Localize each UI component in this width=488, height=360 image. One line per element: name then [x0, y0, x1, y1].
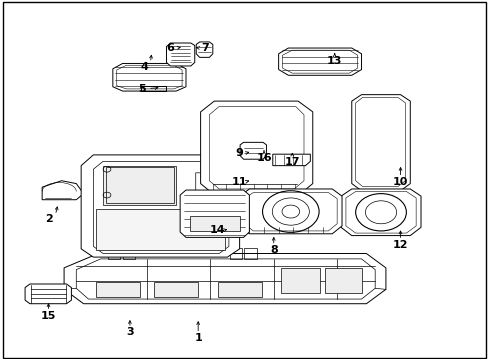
Text: 9: 9 [235, 148, 243, 158]
Text: 6: 6 [166, 43, 174, 53]
Text: 4: 4 [141, 62, 148, 72]
Polygon shape [96, 209, 224, 250]
Polygon shape [42, 181, 83, 200]
Polygon shape [351, 95, 409, 191]
Polygon shape [96, 282, 140, 297]
Text: 2: 2 [45, 215, 53, 224]
Text: 11: 11 [231, 177, 247, 187]
Polygon shape [154, 282, 198, 297]
Polygon shape [240, 142, 266, 159]
Polygon shape [25, 284, 71, 304]
Polygon shape [281, 268, 320, 293]
Polygon shape [239, 189, 341, 234]
Polygon shape [200, 101, 312, 194]
Polygon shape [278, 48, 361, 75]
Text: 14: 14 [209, 225, 225, 235]
Polygon shape [166, 43, 194, 66]
Polygon shape [180, 190, 249, 237]
Text: 7: 7 [201, 43, 209, 53]
Text: 12: 12 [392, 239, 407, 249]
Polygon shape [340, 189, 420, 235]
Text: 16: 16 [256, 153, 271, 163]
Polygon shape [196, 42, 212, 57]
Polygon shape [103, 166, 176, 205]
Polygon shape [64, 253, 385, 304]
Polygon shape [217, 282, 261, 297]
Text: 17: 17 [284, 157, 300, 167]
Text: 1: 1 [194, 333, 202, 343]
Polygon shape [113, 63, 185, 91]
Text: 10: 10 [392, 177, 407, 187]
Polygon shape [272, 154, 310, 166]
Text: 15: 15 [41, 311, 56, 320]
Text: 3: 3 [126, 327, 133, 337]
Text: 5: 5 [138, 84, 145, 94]
Text: 8: 8 [269, 245, 277, 255]
Text: 13: 13 [326, 56, 342, 66]
Polygon shape [189, 216, 239, 231]
Polygon shape [81, 155, 239, 257]
Polygon shape [325, 268, 361, 293]
